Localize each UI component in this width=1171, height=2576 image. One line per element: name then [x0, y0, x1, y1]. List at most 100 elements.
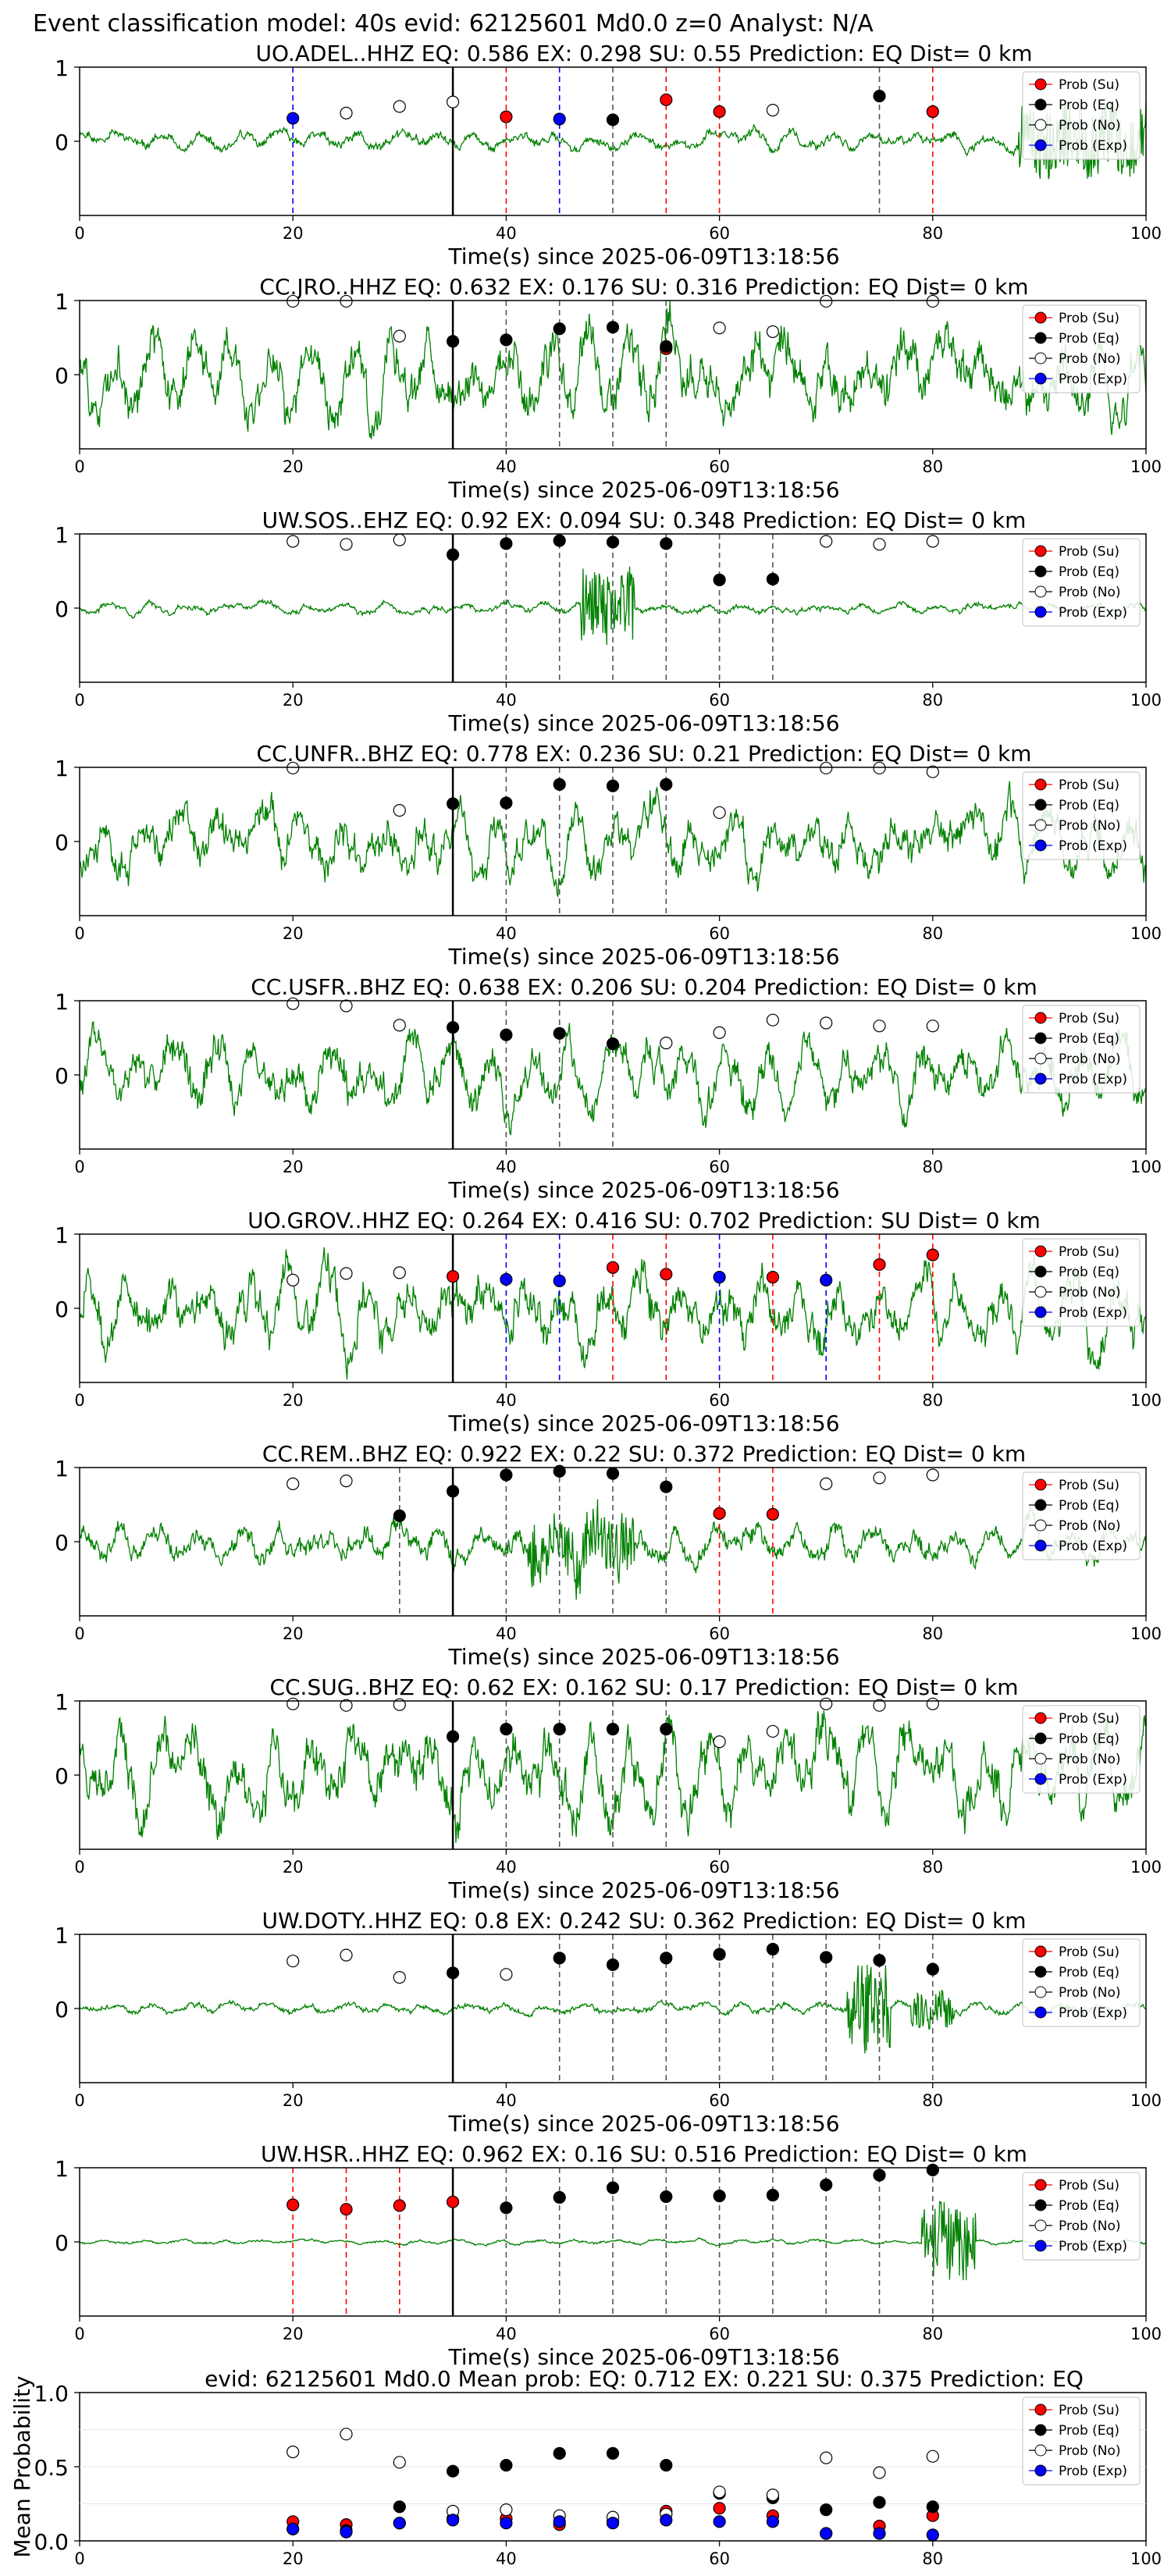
mean-point-eq	[873, 2496, 886, 2509]
legend-marker-no	[1034, 1986, 1047, 1998]
x-tick-label: 60	[709, 457, 730, 476]
mean-point-eq	[553, 2446, 566, 2460]
prob-point-eq	[713, 2190, 726, 2203]
legend-label-eq: Prob (Eq)	[1059, 798, 1119, 813]
prob-point-exp	[553, 1274, 566, 1287]
prob-point-eq	[873, 89, 886, 103]
legend-marker-su	[1034, 2179, 1047, 2191]
prob-point-no	[873, 1471, 886, 1485]
prob-point-eq	[500, 1028, 513, 1041]
prob-point-eq	[766, 2189, 780, 2202]
legend-marker-su	[1034, 545, 1047, 557]
prob-point-eq	[446, 1485, 460, 1498]
x-tick-label: 60	[709, 1624, 730, 1643]
legend-marker-su	[1034, 2403, 1047, 2416]
legend: Prob (Su) Prob (Eq) Prob (No) Prob (Exp)	[1022, 1938, 1141, 2027]
x-tick-label: 20	[283, 224, 304, 243]
prob-point-no	[713, 1735, 726, 1749]
prob-point-no	[820, 294, 833, 308]
legend-box	[1022, 1938, 1141, 2027]
legend-label-su: Prob (Su)	[1059, 1011, 1119, 1026]
prob-point-su	[287, 2198, 300, 2211]
prob-point-no	[287, 1273, 300, 1287]
mean-point-no	[500, 2503, 513, 2517]
legend-marker-no	[1034, 2219, 1047, 2232]
legend-marker-eq	[1034, 1499, 1047, 1511]
x-tick-label: 0	[74, 1391, 84, 1410]
legend-label-no: Prob (No)	[1059, 1051, 1121, 1067]
prob-point-exp	[287, 112, 300, 125]
x-tick-label: 40	[496, 2091, 517, 2110]
prob-point-eq	[660, 340, 673, 353]
subplot-3: UW.SOS..EHZ EQ: 0.92 EX: 0.094 SU: 0.348…	[55, 507, 1162, 736]
x-tick-label: 0	[74, 457, 84, 476]
prob-point-no	[713, 806, 726, 820]
mean-point-exp	[873, 2527, 886, 2540]
x-tick-label: 0	[74, 2091, 84, 2110]
waveform	[80, 1710, 1146, 1843]
x-tick-label: 100	[1130, 224, 1162, 243]
x-tick-label: 100	[1130, 457, 1162, 476]
legend: Prob (Su) Prob (Eq) Prob (No) Prob (Exp)	[1022, 71, 1141, 160]
x-tick-label: 100	[1130, 2325, 1162, 2343]
prob-point-no	[287, 1697, 300, 1710]
prob-point-su	[766, 1270, 780, 1284]
prob-point-su	[713, 1507, 726, 1521]
x-axis-label: Time(s) since 2025-06-09T13:18:56	[447, 244, 839, 269]
legend-marker-exp	[1034, 1539, 1047, 1552]
x-tick-label: 40	[496, 1624, 517, 1643]
legend-label-su: Prob (Su)	[1059, 1711, 1119, 1727]
prob-point-eq	[606, 321, 620, 334]
x-tick-label: 80	[922, 2549, 943, 2568]
prob-point-eq	[660, 1480, 673, 1493]
prob-point-eq	[820, 2178, 833, 2191]
x-tick-label: 40	[496, 2549, 517, 2568]
x-tick-label: 100	[1130, 1858, 1162, 1877]
legend-label-no: Prob (No)	[1059, 118, 1121, 133]
legend-marker-exp	[1034, 2006, 1047, 2019]
mean-point-no	[820, 2451, 833, 2464]
x-tick-label: 100	[1130, 1391, 1162, 1410]
prob-point-eq	[660, 2190, 673, 2204]
waveform	[80, 2201, 1146, 2281]
subplot-title: UW.SOS..EHZ EQ: 0.92 EX: 0.094 SU: 0.348…	[262, 507, 1027, 533]
prob-point-no	[340, 294, 353, 308]
prob-point-eq	[660, 777, 673, 791]
mean-point-exp	[553, 2515, 566, 2528]
subplot-title: CC.USFR..BHZ EQ: 0.638 EX: 0.206 SU: 0.2…	[251, 974, 1038, 1000]
subplot-title: evid: 62125601 Md0.0 Mean prob: EQ: 0.71…	[205, 2366, 1084, 2392]
prob-point-no	[873, 1699, 886, 1712]
legend-marker-exp	[1034, 139, 1047, 151]
x-tick-label: 60	[709, 1391, 730, 1410]
prob-point-eq	[446, 1021, 460, 1034]
prob-point-no	[926, 294, 939, 308]
x-tick-label: 20	[283, 1624, 304, 1643]
prob-point-eq	[500, 1468, 513, 1482]
prob-point-eq	[500, 2201, 513, 2215]
mean-point-no	[873, 2466, 886, 2479]
legend-label-eq: Prob (Eq)	[1059, 2198, 1119, 2214]
prob-point-su	[713, 105, 726, 119]
prob-point-eq	[820, 1951, 833, 1964]
subplot-title: UO.GROV..HHZ EQ: 0.264 EX: 0.416 SU: 0.7…	[247, 1208, 1041, 1233]
prob-point-eq	[766, 572, 780, 586]
prob-point-no	[393, 1019, 406, 1032]
x-tick-label: 80	[922, 1858, 943, 1877]
legend-label-su: Prob (Su)	[1059, 777, 1119, 793]
prob-point-no	[340, 1699, 353, 1712]
prob-point-eq	[660, 537, 673, 550]
prob-point-no	[766, 104, 780, 117]
legend-marker-su	[1034, 1712, 1047, 1724]
legend-label-su: Prob (Su)	[1059, 544, 1119, 560]
legend-marker-su	[1034, 778, 1047, 791]
x-tick-label: 80	[922, 924, 943, 943]
prob-point-no	[287, 535, 300, 548]
x-tick-label: 80	[922, 2325, 943, 2343]
subplot-1: UO.ADEL..HHZ EQ: 0.586 EX: 0.298 SU: 0.5…	[55, 41, 1162, 269]
x-tick-label: 20	[283, 1391, 304, 1410]
x-tick-label: 20	[283, 2549, 304, 2568]
x-tick-label: 40	[496, 224, 517, 243]
legend-label-su: Prob (Su)	[1059, 311, 1119, 326]
mean-point-eq	[393, 2500, 406, 2514]
prob-point-su	[660, 93, 673, 106]
